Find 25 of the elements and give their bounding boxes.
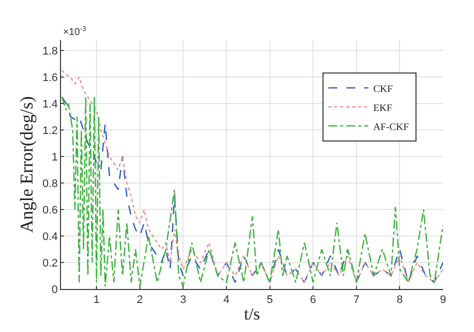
x-tick-label: 2	[136, 294, 143, 306]
y-tick-label: 1.4	[42, 98, 58, 110]
x-axis-title: t/s	[244, 304, 260, 324]
legend-label: EKF	[373, 102, 393, 114]
x-tick-label: 7	[353, 294, 360, 306]
x-tick-label: 1	[93, 294, 100, 306]
x-tick-label: 9	[440, 294, 446, 306]
y-tick-label: 0.8	[42, 178, 58, 190]
legend-label: CKF	[373, 84, 394, 95]
x-tick-label: 3	[180, 294, 186, 306]
text: ×10$^{-3}$	[63, 26, 86, 38]
y-tick-label: 1	[52, 151, 58, 164]
y-tick-label: 0.2	[42, 257, 58, 270]
y-tick-label: 1.2	[42, 124, 58, 137]
x-tick-label: 5	[266, 294, 273, 306]
x-tick-label: 6	[310, 294, 316, 306]
y-tick-label: 0	[52, 284, 58, 296]
y-axis-title: Angle Error(deg/s)	[16, 96, 37, 233]
legend-label: AF-CKF	[373, 122, 410, 133]
y-tick-label: 0.4	[42, 230, 58, 243]
y-tick-label: 0.6	[42, 204, 58, 216]
x-tick-label: 4	[223, 294, 230, 306]
y-tick-label: 1.8	[42, 45, 58, 58]
y-tick-label: 1.6	[42, 72, 58, 84]
x-tick-label: 8	[396, 294, 403, 306]
